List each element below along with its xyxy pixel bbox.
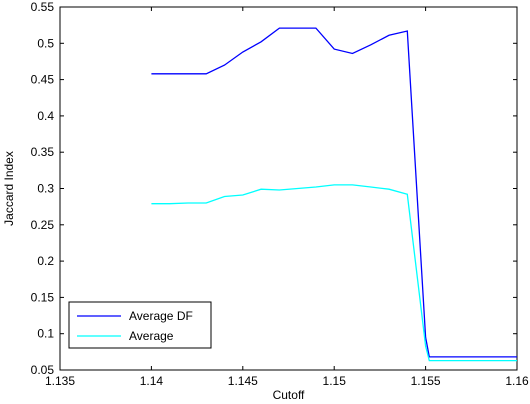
y-tick-label: 0.35 [31, 145, 55, 159]
x-tick-label: 1.15 [323, 374, 347, 388]
legend-entry-average: Average [129, 329, 174, 343]
y-tick-label: 0.3 [37, 182, 54, 196]
legend-entry-average-df: Average DF [129, 309, 193, 323]
y-tick-label: 0.15 [31, 290, 55, 304]
series-lines [151, 27, 517, 362]
x-tick-label: 1.155 [411, 374, 441, 388]
y-tick-label: 0.5 [37, 36, 54, 50]
series-line-average [151, 184, 517, 362]
y-tick-label: 0.25 [31, 218, 55, 232]
y-tick-label: 0.1 [37, 327, 54, 341]
y-tick-label: 0.4 [37, 109, 54, 123]
legend-box [68, 301, 212, 349]
x-tick-label: 1.16 [505, 374, 529, 388]
y-tick-label: 0.55 [31, 0, 55, 14]
legend: Average DF Average [68, 301, 212, 349]
axis-ticks: 1.135 1.14 1.145 1.15 1.155 1.16 0.05 0.1 0.15 0.… [31, 0, 529, 388]
x-axis-label: Cutoff [273, 388, 305, 402]
x-tick-label: 1.145 [228, 374, 258, 388]
series-line-average-df [151, 27, 517, 358]
y-tick-label: 0.05 [31, 363, 55, 377]
y-tick-label: 0.45 [31, 73, 55, 87]
y-tick-label: 0.2 [37, 254, 54, 268]
x-tick-label: 1.135 [45, 374, 75, 388]
x-tick-label: 1.14 [140, 374, 164, 388]
axis-labels: Cutoff Jaccard Index [2, 151, 305, 402]
y-axis-label: Jaccard Index [2, 151, 16, 226]
